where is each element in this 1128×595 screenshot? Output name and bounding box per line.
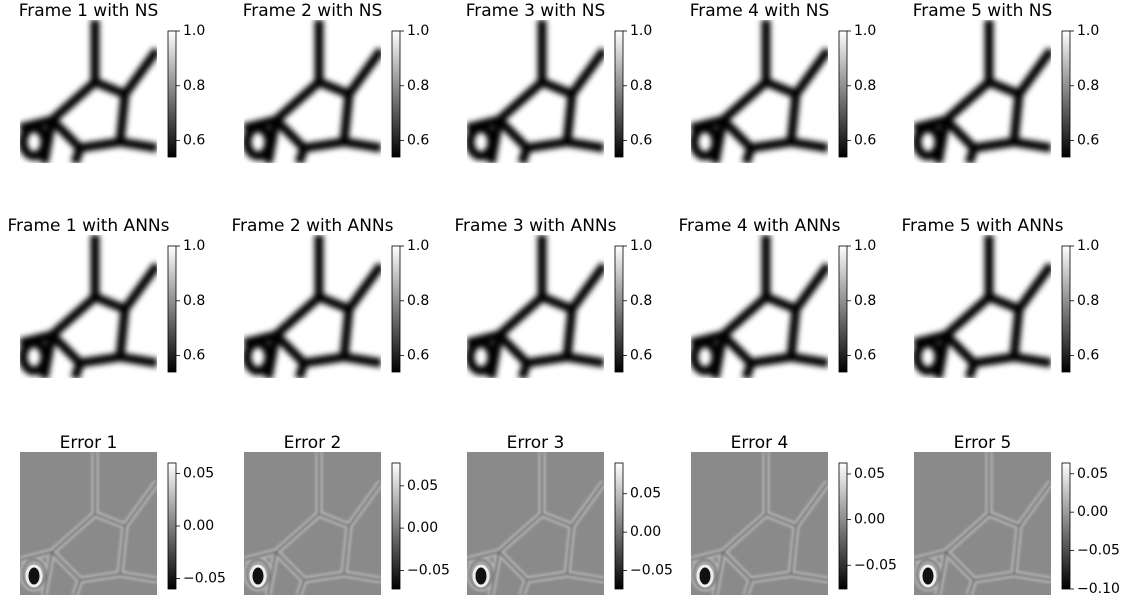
colorbar-tick-label: 0.6: [183, 133, 205, 149]
heatmap-image: [467, 20, 604, 163]
colorbar: [392, 463, 400, 589]
colorbar-tick-label: 0.05: [183, 466, 214, 482]
heatmap-image: [691, 452, 828, 595]
colorbar-tick-label: 0.6: [183, 348, 205, 364]
error-spot: [251, 566, 265, 586]
heatmap-image: [914, 20, 1051, 163]
panel-title: Frame 5 with ANNs: [902, 216, 1064, 236]
colorbar-tick-label: 0.8: [1077, 78, 1099, 94]
panel-title: Frame 2 with NS: [243, 1, 383, 21]
colorbar-tick-label: 0.6: [630, 348, 652, 364]
heatmap-image: [20, 235, 157, 378]
heatmap-image: [244, 452, 381, 595]
heatmap-image: [914, 235, 1051, 378]
colorbar-tick-label: 0.00: [407, 520, 438, 536]
colorbar-tick-label: 0.00: [1077, 504, 1108, 520]
panel-title: Error 1: [60, 433, 118, 453]
heatmap-image: [467, 235, 604, 378]
colorbar-tick-label: 0.05: [630, 486, 661, 502]
colorbar: [1062, 246, 1070, 372]
colorbar-tick-label: 0.8: [630, 293, 652, 309]
panel-title: Frame 3 with NS: [466, 1, 606, 21]
panel-title: Frame 5 with NS: [913, 1, 1053, 21]
colorbar-tick-label: 0.8: [407, 78, 429, 94]
colorbar-tick-label: 0.8: [183, 78, 205, 94]
heatmap-image: [20, 20, 157, 163]
figure: Frame 1 with NS 0.6 0.8 1.0 Frame 2 with NS 0…: [0, 0, 1128, 595]
colorbar-tick-label: −0.05: [1077, 543, 1120, 559]
colorbar: [615, 31, 623, 157]
colorbar-tick-label: −0.05: [183, 571, 226, 587]
colorbar-tick-label: 1.0: [630, 23, 652, 39]
colorbar-tick-label: 0.8: [854, 78, 876, 94]
heatmap-image: [244, 235, 381, 378]
colorbar: [392, 246, 400, 372]
heatmap-image: [914, 452, 1051, 595]
panel-title: Frame 1 with ANNs: [8, 216, 170, 236]
colorbar-tick-label: 0.05: [854, 466, 885, 482]
colorbar-tick-label: 1.0: [854, 238, 876, 254]
error-spot: [921, 566, 935, 586]
colorbar-tick-label: 0.6: [630, 133, 652, 149]
colorbar: [392, 31, 400, 157]
colorbar-tick-label: 0.8: [407, 293, 429, 309]
colorbar-tick-label: 0.6: [407, 348, 429, 364]
colorbar-tick-label: 1.0: [1077, 23, 1099, 39]
colorbar-tick-label: 0.6: [854, 133, 876, 149]
colorbar-tick-label: 0.05: [1077, 466, 1108, 482]
colorbar-tick-label: 0.6: [407, 133, 429, 149]
colorbar-tick-label: 0.05: [407, 478, 438, 494]
heatmap-image: [467, 452, 604, 595]
colorbar-tick-label: 0.00: [183, 518, 214, 534]
colorbar-tick-label: 1.0: [630, 238, 652, 254]
colorbar: [1062, 463, 1070, 589]
error-spot: [698, 566, 712, 586]
panel-title: Frame 1 with NS: [19, 1, 159, 21]
panel-title: Error 4: [731, 433, 789, 453]
colorbar-tick-label: 0.6: [854, 348, 876, 364]
panel-title: Frame 4 with NS: [690, 1, 830, 21]
error-spot: [27, 566, 41, 586]
colorbar-tick-label: 1.0: [183, 238, 205, 254]
colorbar-tick-label: 1.0: [183, 23, 205, 39]
colorbar: [1062, 31, 1070, 157]
colorbar-tick-label: 0.00: [854, 512, 885, 528]
panel-title: Error 3: [507, 433, 565, 453]
colorbar: [615, 463, 623, 589]
panel-title: Frame 2 with ANNs: [232, 216, 394, 236]
page: {"chart_data": [ {"type": "heatmap", "ti…: [0, 0, 1128, 595]
colorbar-tick-label: 0.8: [1077, 293, 1099, 309]
colorbar: [168, 31, 176, 157]
colorbar-tick-label: 1.0: [1077, 238, 1099, 254]
colorbar: [615, 246, 623, 372]
colorbar-tick-label: 0.8: [854, 293, 876, 309]
colorbar: [168, 463, 176, 589]
colorbar-tick-label: 1.0: [854, 23, 876, 39]
colorbar-tick-label: 0.00: [630, 524, 661, 540]
panel-title: Error 2: [284, 433, 342, 453]
panel-title: Frame 3 with ANNs: [455, 216, 617, 236]
colorbar-tick-label: 1.0: [407, 23, 429, 39]
colorbar: [839, 463, 847, 589]
heatmap-image: [691, 20, 828, 163]
colorbar-tick-label: 0.6: [1077, 133, 1099, 149]
colorbar: [168, 246, 176, 372]
panel-title: Error 5: [954, 433, 1012, 453]
colorbar-tick-label: −0.10: [1077, 581, 1120, 595]
heatmap-image: [691, 235, 828, 378]
error-spot: [474, 566, 488, 586]
colorbar-tick-label: −0.05: [407, 562, 450, 578]
colorbar-tick-label: −0.05: [854, 557, 897, 573]
colorbar-tick-label: 0.8: [183, 293, 205, 309]
panel-title: Frame 4 with ANNs: [679, 216, 841, 236]
colorbar-tick-label: −0.05: [630, 563, 673, 579]
heatmap-image: [20, 452, 157, 595]
colorbar-tick-label: 0.6: [1077, 348, 1099, 364]
colorbar-tick-label: 0.8: [630, 78, 652, 94]
colorbar: [839, 31, 847, 157]
colorbar-tick-label: 1.0: [407, 238, 429, 254]
colorbar: [839, 246, 847, 372]
heatmap-image: [244, 20, 381, 163]
